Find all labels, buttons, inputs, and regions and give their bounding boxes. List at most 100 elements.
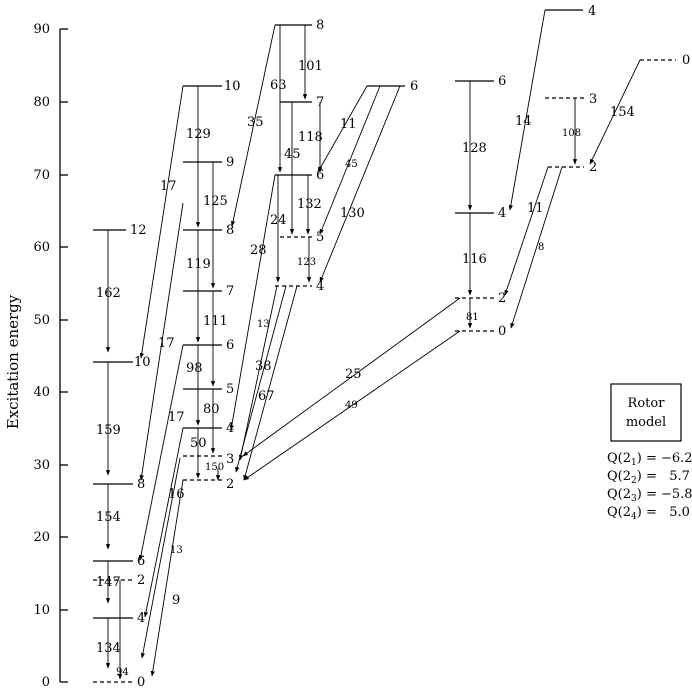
transition-label-162: 162 [96, 286, 121, 301]
tick-label-60: 60 [33, 240, 50, 255]
transition-label-9: 9 [172, 593, 180, 608]
level-label-b1-10: 10 [134, 355, 151, 370]
level-label-b1-12: 12 [130, 223, 147, 238]
transition-9 [150, 479, 184, 677]
transition-label-67: 67 [258, 389, 275, 404]
transition-label-118: 118 [298, 130, 323, 145]
transition-label-154b: 154 [610, 105, 635, 120]
transition-154b [589, 59, 641, 165]
transition-11b [504, 166, 549, 296]
transition-45b [319, 85, 381, 235]
level-label-b2-5: 5 [226, 382, 234, 397]
transition-label-129: 129 [186, 127, 211, 142]
energy-axis: 0 10 20 30 40 50 60 70 80 90 Excitation … [4, 22, 68, 690]
transition-label-50: 50 [190, 436, 207, 451]
level-label-b3-6r: 6 [410, 79, 418, 94]
legend-q3: Q(23) = −5.8 [607, 487, 692, 504]
level-label-b5-0: 0 [682, 53, 690, 68]
transitions [105, 9, 641, 680]
transition-label-63: 63 [270, 78, 287, 93]
transition-label-81: 81 [466, 312, 479, 323]
transition-14 [508, 9, 546, 211]
transition-17b [139, 202, 184, 481]
transition-17c [139, 85, 184, 359]
levels: 0 2 4 6 8 10 12 2 4 6 8 10 3 5 7 9 4 [93, 4, 690, 690]
rotor-model-legend: Rotor model Q(21) = −6.2 Q(22) = 5.7 Q(2… [607, 383, 692, 522]
legend-q2: Q(22) = 5.7 [607, 469, 690, 486]
transition-130 [319, 85, 401, 283]
transition-label-35: 35 [247, 115, 264, 130]
tick-label-70: 70 [33, 168, 50, 183]
legend-q1: Q(21) = −6.2 [607, 451, 692, 468]
level-label-b4-4: 4 [498, 206, 506, 221]
level-label-b4-6: 6 [498, 74, 506, 89]
legend-box-line-1: Rotor [628, 396, 666, 411]
level-label-b3-5: 5 [316, 230, 324, 245]
transition-label-123: 123 [297, 257, 316, 268]
legend-box-line-2: model [626, 415, 666, 430]
level-label-b1-2: 2 [137, 573, 145, 588]
level-label-b4-0: 0 [498, 324, 506, 339]
transition-17a [138, 344, 184, 561]
transition-28 [229, 174, 276, 431]
level-label-b1-8: 8 [137, 477, 145, 492]
transition-label-98: 98 [186, 361, 203, 376]
level-label-b2-2: 2 [226, 477, 234, 492]
level-label-b1-6: 6 [137, 554, 145, 569]
transition-67 [243, 285, 298, 481]
transition-label-134: 134 [96, 641, 121, 656]
level-label-b2-6: 6 [226, 338, 234, 353]
level-label-b1-0: 0 [137, 675, 145, 690]
transition-label-49: 49 [345, 400, 358, 411]
transition-label-159: 159 [96, 423, 121, 438]
transition-label-28: 28 [250, 243, 267, 258]
transition-49 [243, 330, 461, 481]
transition-label-94: 94 [116, 667, 129, 678]
level-label-b2-10: 10 [224, 79, 241, 94]
level-label-b5-2: 2 [589, 160, 597, 175]
transition-16 [143, 427, 184, 618]
transition-label-8: 8 [538, 242, 544, 253]
transition-25 [242, 297, 461, 457]
transition-label-13a: 13 [170, 545, 183, 556]
transition-label-111: 111 [203, 314, 228, 329]
axis-title: Excitation energy [4, 294, 22, 429]
transition-8 [510, 166, 563, 329]
tick-label-40: 40 [33, 385, 50, 400]
level-label-b3-6: 6 [316, 168, 324, 183]
level-label-b1-4: 4 [137, 611, 145, 626]
transition-label-132: 132 [297, 197, 322, 212]
level-label-b2-8: 8 [226, 223, 234, 238]
transition-label-25: 25 [345, 367, 362, 382]
transition-label-101: 101 [298, 59, 323, 74]
tick-label-10: 10 [33, 603, 50, 618]
level-label-b3-4: 4 [316, 279, 324, 294]
transition-label-17b: 17 [158, 336, 175, 351]
transition-35 [230, 24, 276, 227]
transition-label-108: 108 [562, 128, 581, 139]
transition-13a [140, 457, 181, 659]
level-label-b2-3: 3 [226, 452, 234, 467]
level-label-b5-3: 3 [589, 92, 597, 107]
transition-label-119: 119 [186, 257, 211, 272]
transition-label-154: 154 [96, 510, 121, 525]
transition-label-11a: 11 [340, 117, 357, 132]
transition-label-13b: 13 [257, 319, 270, 330]
transition-label-116: 116 [462, 252, 487, 267]
transition-13b [238, 285, 278, 461]
tick-label-30: 30 [33, 458, 50, 473]
level-label-b2-4: 4 [226, 421, 234, 436]
tick-label-20: 20 [33, 530, 50, 545]
transition-38 [235, 285, 287, 473]
transition-11a [317, 85, 368, 173]
tick-label-80: 80 [33, 95, 50, 110]
tick-label-0: 0 [42, 675, 50, 690]
transition-labels: 94 134 147 154 159 162 9 13 16 17 17 17 … [96, 59, 635, 678]
transition-label-125: 125 [203, 194, 228, 209]
transition-label-11b: 11 [527, 201, 544, 216]
transition-label-38: 38 [255, 359, 272, 374]
level-label-b4-2: 2 [498, 291, 506, 306]
level-label-b3-7: 7 [316, 95, 324, 110]
transition-label-147: 147 [96, 575, 121, 590]
